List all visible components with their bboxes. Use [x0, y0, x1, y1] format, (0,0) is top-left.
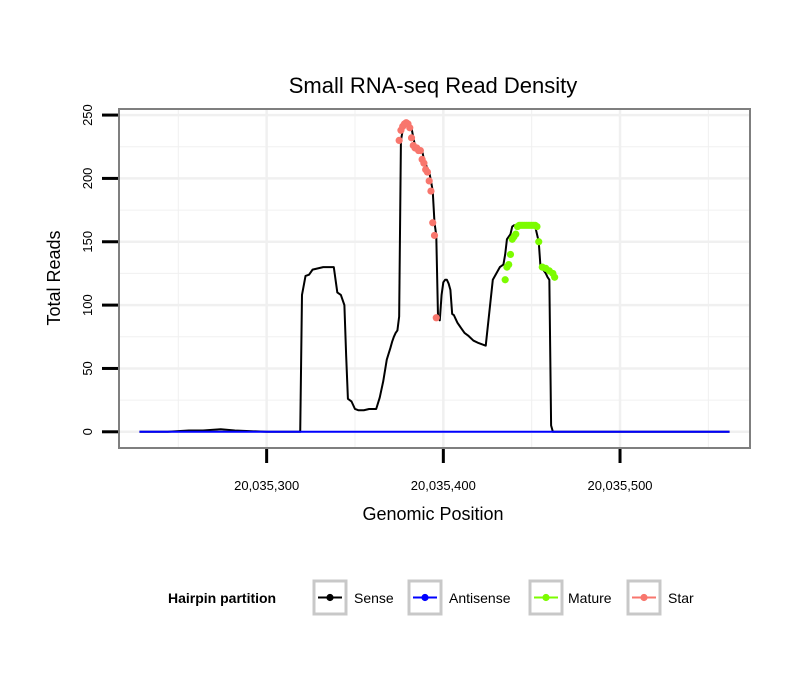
point-star	[425, 177, 433, 185]
point-mature	[512, 230, 520, 238]
x-axis-title: Genomic Position	[362, 504, 503, 524]
point-star	[427, 187, 435, 195]
y-tick-label: 250	[80, 104, 95, 126]
chart-title: Small RNA-seq Read Density	[289, 73, 578, 98]
point-mature	[501, 276, 509, 284]
point-star	[416, 146, 424, 155]
legend-entry-sense: Sense	[312, 579, 394, 616]
legend-entry-mature: Mature	[528, 579, 612, 616]
x-tick-label: 20,035,400	[411, 478, 476, 493]
point-star	[429, 219, 437, 227]
x-tick-label: 20,035,500	[587, 478, 652, 493]
point-star	[423, 168, 432, 176]
legend-entry-antisense: Antisense	[407, 579, 511, 616]
plot-panel-border	[118, 108, 751, 449]
point-star	[430, 231, 439, 240]
x-axis: 20,035,300 20,035,400 20,035,500	[234, 449, 653, 493]
legend-entry-star: Star	[626, 579, 694, 616]
legend-label: Antisense	[449, 590, 511, 606]
y-tick-label: 150	[80, 231, 95, 253]
legend-key-point	[326, 593, 334, 602]
point-star	[420, 159, 428, 167]
point-mature	[505, 260, 513, 269]
grid-lines	[120, 110, 749, 447]
point-star	[406, 124, 414, 132]
point-mature	[551, 273, 559, 281]
point-star	[407, 134, 416, 142]
series-line-sense	[139, 121, 730, 433]
legend-label: Mature	[568, 590, 612, 606]
point-mature	[506, 250, 515, 259]
x-tick-label: 20,035,300	[234, 478, 299, 493]
legend-label: Star	[668, 590, 694, 606]
point-star	[432, 314, 440, 322]
y-axis-title: Total Reads	[44, 230, 64, 325]
legend-title: Hairpin partition	[168, 590, 276, 606]
legend-key-point	[640, 593, 648, 602]
legend-key-point	[421, 593, 429, 602]
y-tick-label: 50	[80, 361, 95, 375]
point-mature	[535, 238, 543, 246]
series-lines	[139, 121, 730, 433]
y-axis: 0 50 100 150 200 250	[80, 104, 118, 435]
legend-key-point	[542, 593, 550, 602]
point-star	[395, 136, 403, 145]
y-tick-label: 200	[80, 168, 95, 190]
legend-label: Sense	[354, 590, 394, 606]
legend: Hairpin partition Sense Antisense Mature St…	[168, 579, 694, 616]
y-tick-label: 0	[80, 428, 95, 435]
point-mature	[533, 222, 541, 231]
series-points	[395, 119, 559, 322]
y-tick-label: 100	[80, 294, 95, 316]
